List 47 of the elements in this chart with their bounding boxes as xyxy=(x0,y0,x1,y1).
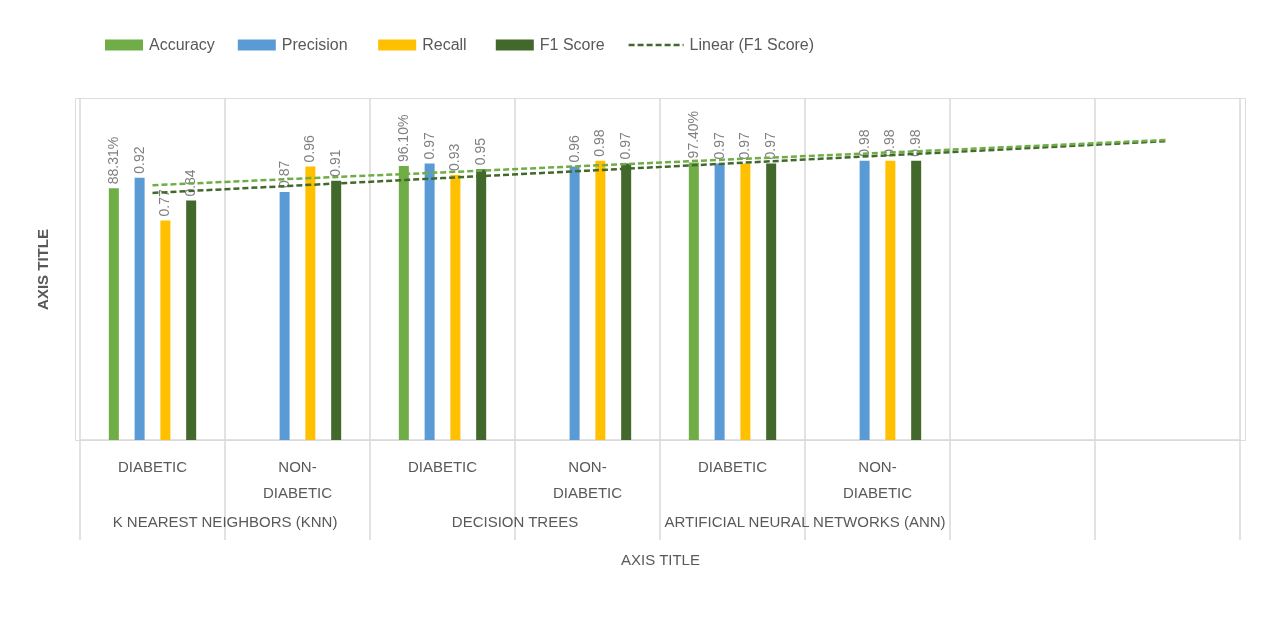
bar xyxy=(911,160,922,440)
legend-label: Precision xyxy=(281,36,348,53)
bar xyxy=(305,166,316,440)
text: K NEAREST NEIGHBORS (KNN) xyxy=(112,513,338,530)
data-label: 0.97 xyxy=(617,132,634,160)
y-axis-title: AXIS TITLE xyxy=(33,229,51,310)
data-label: 0.96 xyxy=(565,134,582,163)
data-label: 96.10% xyxy=(394,114,411,163)
legend-label: F1 Score xyxy=(539,36,605,53)
legend-label: Linear (F1 Score) xyxy=(689,36,815,53)
bar xyxy=(714,163,725,440)
data-label: 97.40% xyxy=(684,110,701,159)
bar xyxy=(160,220,171,440)
x-tick-label: NON-DIABETIC xyxy=(842,458,913,501)
text: DECISION TREES xyxy=(451,513,579,530)
data-label: 0.97 xyxy=(420,132,437,160)
bar xyxy=(108,188,119,440)
x-tick-label: DIABETIC xyxy=(117,458,188,475)
bar xyxy=(569,166,580,440)
data-label: 0.96 xyxy=(301,134,318,163)
text: ARTIFICIAL NEURAL NETWORKS (ANN) xyxy=(664,513,946,530)
bar xyxy=(279,192,290,440)
data-label: 0.97 xyxy=(736,132,753,160)
data-label: 0.93 xyxy=(446,143,463,171)
bar xyxy=(134,177,145,440)
bar xyxy=(740,163,751,440)
bar xyxy=(859,160,870,440)
data-label: 0.95 xyxy=(472,137,489,166)
data-label: 0.91 xyxy=(327,149,344,177)
data-label: 88.31% xyxy=(104,136,121,185)
data-label: 0.97 xyxy=(710,132,727,160)
data-label: 0.77 xyxy=(156,189,173,217)
x-tick-label: DIABETIC xyxy=(407,458,478,475)
bar xyxy=(450,174,461,440)
x-tick-label: DIABETIC xyxy=(697,458,768,475)
data-label: 0.92 xyxy=(130,146,147,174)
data-label: 0.98 xyxy=(591,129,608,157)
x-tick-label: NON-DIABETIC xyxy=(552,458,623,501)
legend-label: Accuracy xyxy=(149,36,215,53)
x-axis-title: AXIS TITLE xyxy=(621,550,700,568)
legend-label: Recall xyxy=(422,36,467,53)
bar xyxy=(424,163,435,440)
x-tick-label: NON-DIABETIC xyxy=(262,458,333,501)
data-label: 0.98 xyxy=(855,129,872,157)
bar xyxy=(595,160,606,440)
bar xyxy=(885,160,896,440)
bar xyxy=(186,200,197,440)
